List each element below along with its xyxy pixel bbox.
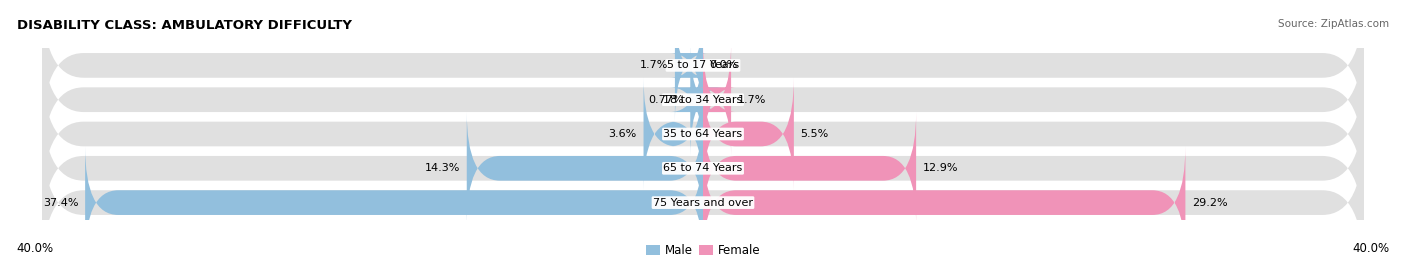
FancyBboxPatch shape (42, 95, 1364, 242)
Legend: Male, Female: Male, Female (641, 240, 765, 262)
FancyBboxPatch shape (42, 129, 1364, 268)
Text: Source: ZipAtlas.com: Source: ZipAtlas.com (1278, 19, 1389, 29)
Text: 5.5%: 5.5% (800, 129, 828, 139)
FancyBboxPatch shape (42, 26, 1364, 173)
FancyBboxPatch shape (42, 61, 1364, 207)
Text: 0.77%: 0.77% (648, 95, 683, 105)
Text: 18 to 34 Years: 18 to 34 Years (664, 95, 742, 105)
Text: 37.4%: 37.4% (44, 198, 79, 208)
FancyBboxPatch shape (86, 146, 703, 259)
Text: 35 to 64 Years: 35 to 64 Years (664, 129, 742, 139)
Text: 3.6%: 3.6% (609, 129, 637, 139)
Text: 40.0%: 40.0% (1353, 241, 1389, 255)
FancyBboxPatch shape (703, 78, 794, 190)
Text: 12.9%: 12.9% (922, 163, 959, 173)
FancyBboxPatch shape (669, 43, 723, 156)
Text: 1.7%: 1.7% (738, 95, 766, 105)
FancyBboxPatch shape (697, 43, 737, 156)
FancyBboxPatch shape (467, 112, 703, 225)
Text: 29.2%: 29.2% (1192, 198, 1227, 208)
FancyBboxPatch shape (703, 146, 1185, 259)
FancyBboxPatch shape (669, 9, 709, 122)
Text: 75 Years and over: 75 Years and over (652, 198, 754, 208)
Text: 0.0%: 0.0% (710, 60, 738, 70)
FancyBboxPatch shape (703, 112, 917, 225)
Text: 14.3%: 14.3% (425, 163, 460, 173)
Text: DISABILITY CLASS: AMBULATORY DIFFICULTY: DISABILITY CLASS: AMBULATORY DIFFICULTY (17, 19, 352, 32)
Text: 5 to 17 Years: 5 to 17 Years (666, 60, 740, 70)
Text: 40.0%: 40.0% (17, 241, 53, 255)
Text: 65 to 74 Years: 65 to 74 Years (664, 163, 742, 173)
Text: 1.7%: 1.7% (640, 60, 668, 70)
FancyBboxPatch shape (644, 78, 703, 190)
FancyBboxPatch shape (42, 0, 1364, 139)
